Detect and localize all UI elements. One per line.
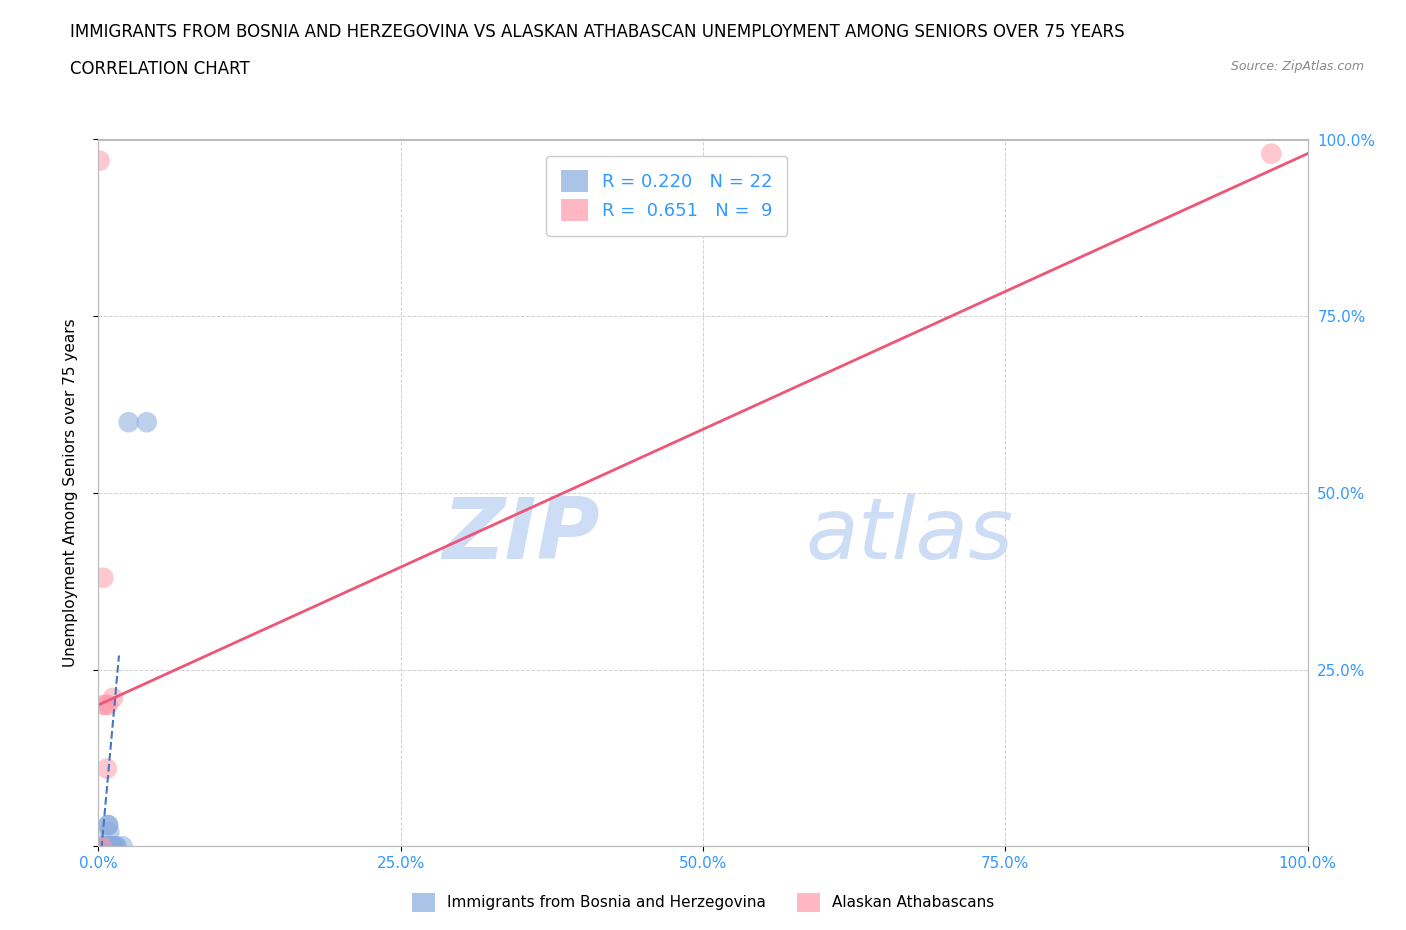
Point xyxy=(98,825,121,840)
Point xyxy=(105,839,128,854)
Point xyxy=(91,839,114,854)
Text: IMMIGRANTS FROM BOSNIA AND HERZEGOVINA VS ALASKAN ATHABASCAN UNEMPLOYMENT AMONG : IMMIGRANTS FROM BOSNIA AND HERZEGOVINA V… xyxy=(70,23,1125,41)
Point xyxy=(91,570,114,585)
Point xyxy=(94,839,117,854)
Point xyxy=(104,839,127,854)
Point xyxy=(91,839,114,854)
Text: atlas: atlas xyxy=(806,494,1014,577)
Point xyxy=(97,817,120,832)
Point xyxy=(135,415,157,430)
Point xyxy=(96,761,118,776)
Point xyxy=(100,839,122,854)
Point xyxy=(118,415,141,430)
Point xyxy=(97,698,120,712)
Point xyxy=(100,839,122,854)
Point xyxy=(89,153,111,168)
Point xyxy=(91,839,114,854)
Point xyxy=(96,839,118,854)
Point xyxy=(100,839,122,854)
Text: CORRELATION CHART: CORRELATION CHART xyxy=(70,60,250,78)
Point xyxy=(101,839,124,854)
Point xyxy=(1260,146,1282,161)
Y-axis label: Unemployment Among Seniors over 75 years: Unemployment Among Seniors over 75 years xyxy=(63,319,77,667)
Point xyxy=(103,839,125,854)
Text: Source: ZipAtlas.com: Source: ZipAtlas.com xyxy=(1230,60,1364,73)
Point xyxy=(97,817,120,832)
Point xyxy=(94,698,117,712)
Point xyxy=(93,839,115,854)
Point xyxy=(96,839,118,854)
Point xyxy=(111,839,134,854)
Point xyxy=(94,839,117,854)
Point xyxy=(101,690,124,705)
Legend: R = 0.220   N = 22, R =  0.651   N =  9: R = 0.220 N = 22, R = 0.651 N = 9 xyxy=(547,155,787,236)
Legend: Immigrants from Bosnia and Herzegovina, Alaskan Athabascans: Immigrants from Bosnia and Herzegovina, … xyxy=(406,887,1000,918)
Point xyxy=(93,839,115,854)
Point xyxy=(98,839,121,854)
Text: ZIP: ZIP xyxy=(443,494,600,577)
Point xyxy=(91,698,114,712)
